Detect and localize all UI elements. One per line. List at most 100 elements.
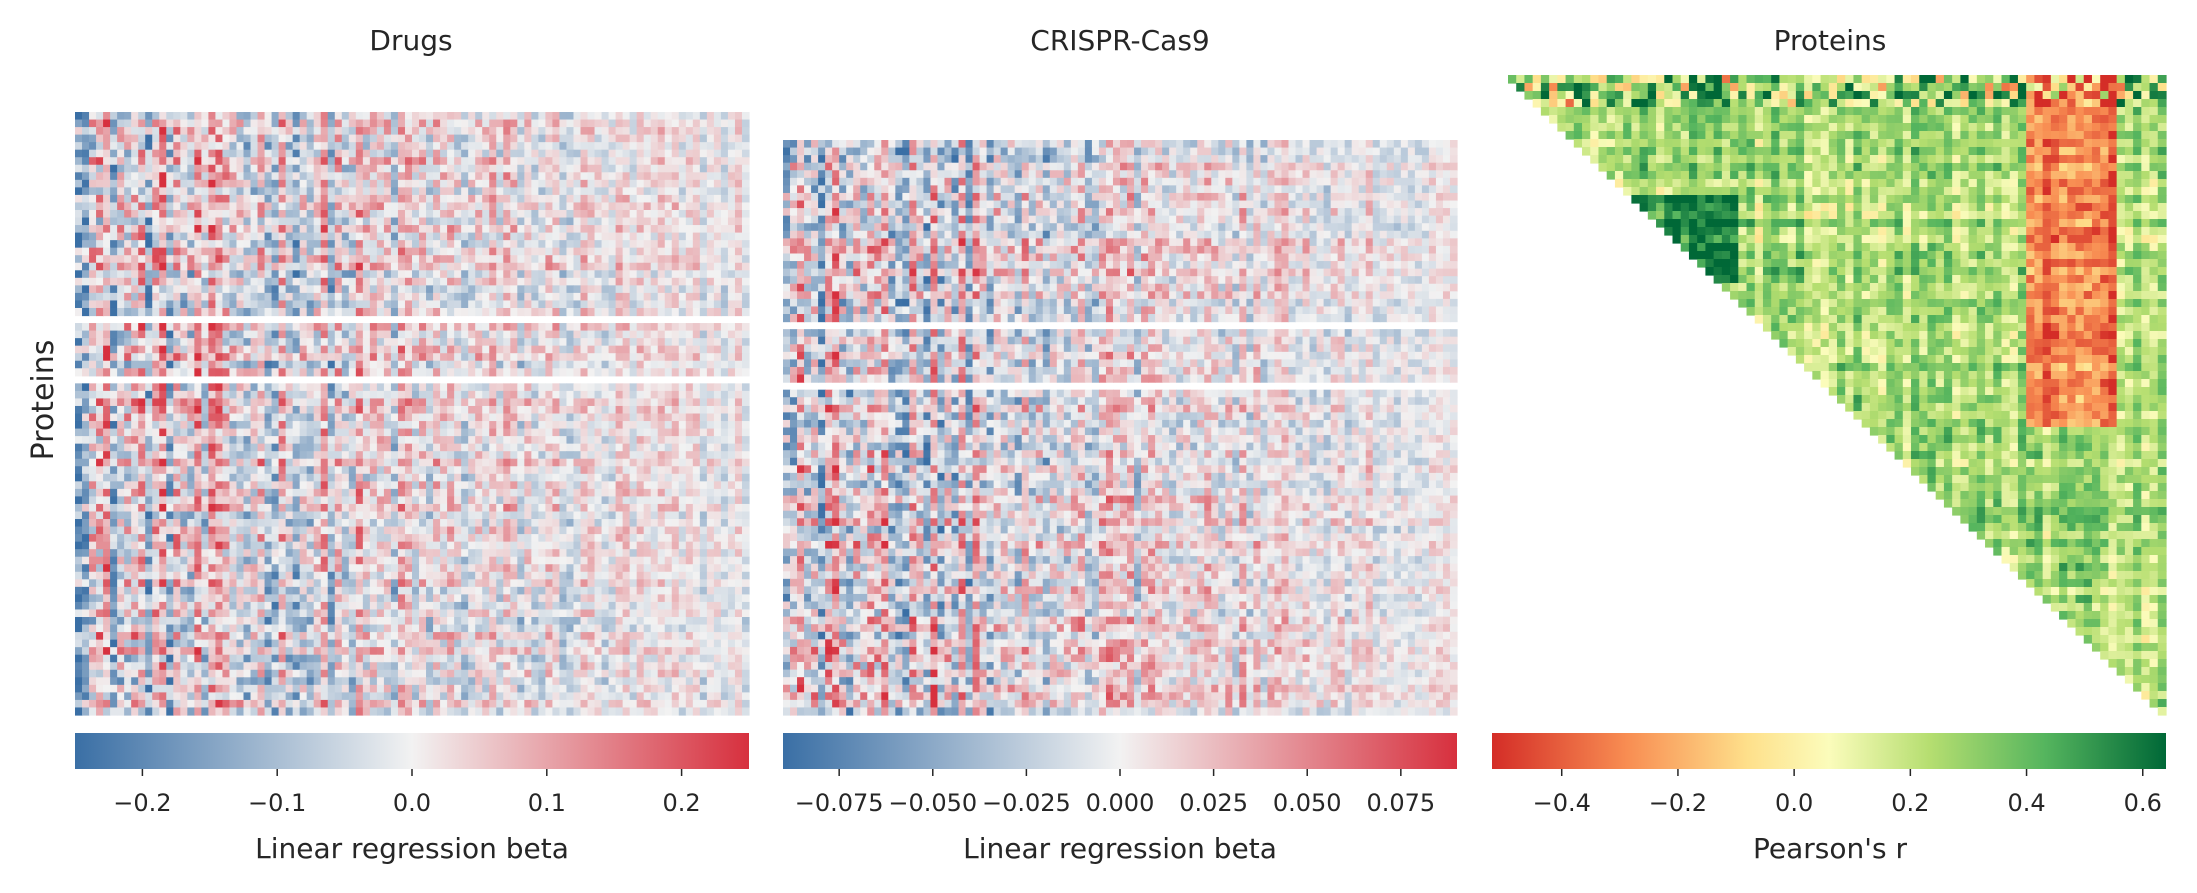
heatmap-cell [482, 157, 490, 166]
heatmap-cell [383, 307, 392, 317]
heatmap-cell [510, 436, 518, 445]
heatmap-cell [313, 217, 322, 226]
heatmap-cell [271, 255, 280, 264]
heatmap-cell [720, 421, 729, 430]
heatmap-cell [397, 383, 406, 392]
heatmap-cell [433, 157, 441, 166]
heatmap-cell [496, 225, 504, 234]
heatmap-cell [433, 240, 441, 249]
heatmap-cell [145, 232, 153, 241]
heatmap-cell [376, 390, 385, 400]
heatmap-cell [250, 473, 259, 482]
heatmap-cell [531, 112, 539, 121]
heatmap-cell [643, 270, 652, 279]
heatmap-cell [355, 443, 364, 452]
heatmap-cell [734, 157, 743, 166]
heatmap-cell [433, 481, 441, 490]
heatmap-cell [271, 481, 280, 490]
heatmap-cell [180, 134, 188, 143]
heatmap-cell [454, 164, 462, 173]
heatmap-cell [580, 390, 589, 400]
heatmap-cell [299, 300, 308, 309]
heatmap-cell [201, 232, 209, 241]
heatmap-cell [699, 247, 708, 256]
heatmap-cell [643, 262, 652, 271]
heatmap-cell [545, 338, 554, 347]
heatmap-cell [426, 338, 434, 347]
heatmap-cell [334, 232, 343, 241]
heatmap-cell [362, 368, 371, 377]
heatmap-cell [734, 307, 743, 317]
heatmap-cell [517, 383, 525, 392]
heatmap-cell [159, 383, 167, 392]
heatmap-cell [278, 421, 287, 430]
heatmap-cell [362, 488, 371, 498]
heatmap-cell [531, 270, 539, 279]
heatmap-cell [306, 466, 315, 475]
heatmap-cell [671, 187, 680, 196]
heatmap-cell [622, 285, 631, 294]
heatmap-cell [334, 240, 343, 249]
heatmap-cell [376, 330, 385, 339]
heatmap-cell [489, 390, 497, 400]
heatmap-cell [334, 164, 343, 173]
heatmap-cell [468, 300, 476, 309]
heatmap-cell [236, 292, 245, 302]
heatmap-cell [271, 338, 280, 347]
heatmap-cell [348, 473, 357, 482]
heatmap-cell [615, 285, 624, 294]
heatmap-cell [89, 458, 97, 467]
heatmap-cell [433, 503, 441, 513]
heatmap-cell [159, 458, 167, 467]
heatmap-cell [587, 142, 596, 151]
heatmap-cell [594, 307, 603, 317]
heatmap-cell [587, 481, 596, 490]
heatmap-cell [383, 202, 392, 211]
heatmap-cell [706, 262, 715, 271]
heatmap-cell [692, 157, 701, 166]
heatmap-cell [306, 368, 315, 377]
heatmap-cell [208, 127, 217, 136]
heatmap-cell [664, 119, 673, 128]
heatmap-cell [131, 187, 139, 196]
heatmap-cell [524, 421, 532, 430]
heatmap-cell [622, 368, 631, 377]
heatmap-cell [404, 194, 413, 204]
heatmap-cell [341, 353, 350, 362]
heatmap-cell [89, 292, 97, 302]
heatmap-cell [383, 330, 392, 339]
heatmap-cell [201, 323, 209, 332]
heatmap-cell [496, 503, 504, 513]
heatmap-cell [229, 202, 238, 211]
heatmap-cell [552, 390, 561, 400]
heatmap-cell [292, 292, 301, 302]
heatmap-cell [145, 421, 153, 430]
heatmap-cell [671, 511, 680, 520]
heatmap-cell [341, 481, 350, 490]
heatmap-cell [404, 300, 413, 309]
heatmap-cell [615, 360, 624, 369]
heatmap-cell [355, 164, 364, 173]
heatmap-cell [390, 511, 399, 520]
heatmap-cell [559, 142, 568, 151]
heatmap-cell [341, 119, 350, 128]
heatmap-cell [124, 142, 132, 151]
heatmap-cell [341, 451, 350, 460]
heatmap-cell [587, 134, 596, 143]
heatmap-cell [440, 172, 448, 181]
heatmap-cell [685, 285, 694, 294]
heatmap-cell [187, 127, 195, 136]
heatmap-cell [320, 383, 329, 392]
heatmap-cell [622, 119, 631, 128]
heatmap-cell [531, 353, 539, 362]
heatmap-cell [285, 247, 294, 256]
heatmap-cell [362, 473, 371, 482]
heatmap-cell [433, 247, 441, 256]
heatmap-cell [524, 383, 532, 392]
heatmap-cell [299, 209, 308, 219]
heatmap-cell [419, 353, 427, 362]
heatmap-cell [524, 255, 532, 264]
heatmap-cell [117, 240, 125, 249]
heatmap-cell [278, 292, 287, 302]
heatmap-cell [194, 179, 202, 188]
